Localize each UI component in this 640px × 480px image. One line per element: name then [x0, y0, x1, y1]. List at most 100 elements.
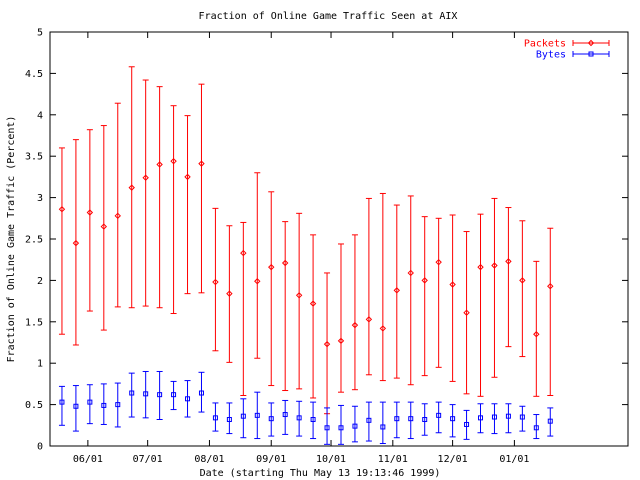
x-axis-label: Date (starting Thu May 13 19:13:46 1999) [200, 468, 441, 479]
bytes-point [170, 380, 177, 411]
plot-area [58, 66, 554, 445]
packets-marker [100, 223, 108, 230]
bytes-marker [352, 423, 358, 429]
bytes-point [463, 409, 470, 440]
x-tick-label: 08/01 [194, 454, 224, 465]
bytes-marker [198, 390, 204, 396]
packets-marker [212, 278, 219, 286]
bytes-marker [408, 416, 414, 422]
bytes-marker [101, 402, 107, 408]
packets-marker [435, 258, 442, 266]
y-tick-label: 1 [37, 359, 43, 370]
x-tick-label: 01/01 [499, 454, 529, 465]
packets-marker [533, 331, 540, 338]
bytes-marker [282, 412, 288, 418]
packets-marker [323, 340, 331, 348]
series-packets [58, 66, 554, 415]
packets-point [351, 234, 359, 391]
packets-marker [114, 212, 121, 220]
bytes-marker [129, 390, 135, 396]
packets-marker [463, 309, 470, 316]
chart-title: Fraction of Online Game Traffic Seen at … [199, 11, 458, 22]
plot-frame [49, 31, 629, 447]
bytes-marker [394, 416, 400, 422]
packets-marker [72, 239, 80, 247]
packets-point [435, 217, 442, 368]
packets-marker [198, 160, 205, 167]
bytes-marker [366, 417, 372, 423]
packets-point [114, 102, 121, 308]
packets-point [212, 207, 219, 352]
bytes-point [324, 407, 331, 445]
bytes-point [254, 391, 261, 440]
packets-marker [86, 209, 94, 216]
packets-point [295, 212, 303, 390]
bytes-point [142, 370, 149, 419]
y-tick-label: 1.5 [25, 317, 43, 328]
packets-marker [505, 258, 512, 265]
packets-point [226, 225, 233, 363]
bytes-point [519, 405, 526, 432]
y-tick-label: 3 [37, 193, 43, 204]
packets-point [421, 216, 428, 377]
packets-point [72, 139, 80, 346]
packets-point [268, 191, 275, 387]
packets-marker [365, 316, 373, 323]
legend-entry-packets: Packets [524, 39, 610, 50]
packets-point [547, 227, 554, 396]
packets-point [86, 129, 94, 312]
packets-marker [142, 174, 149, 181]
bytes-point [86, 384, 93, 425]
x-tick-label: 12/01 [438, 454, 468, 465]
bytes-marker [115, 402, 121, 408]
packets-point [477, 213, 484, 397]
packets-point [156, 86, 163, 309]
bytes-point [365, 401, 372, 442]
y-tick-label: 2 [37, 276, 43, 287]
packets-marker [393, 287, 401, 294]
bytes-point [100, 383, 107, 425]
bytes-point [156, 370, 163, 421]
packets-marker [491, 262, 498, 269]
bytes-marker [547, 418, 553, 424]
bytes-marker [296, 415, 302, 421]
y-tick-label: 4 [37, 110, 43, 121]
y-axis-label: Fraction of Online Game Traffic (Percent… [6, 116, 17, 363]
packets-point [323, 272, 331, 415]
bytes-marker [240, 413, 246, 419]
bytes-marker [505, 413, 511, 419]
packets-point [309, 234, 317, 399]
bytes-marker [436, 412, 442, 418]
packets-point [254, 172, 261, 359]
bytes-marker [226, 417, 232, 423]
bytes-marker [533, 425, 539, 431]
y-tick-label: 0.5 [25, 400, 43, 411]
legend-marker [587, 39, 595, 47]
packets-point [128, 66, 135, 309]
x-tick-label: 10/01 [316, 454, 346, 465]
bytes-marker [157, 392, 163, 398]
bytes-point [477, 403, 484, 434]
x-axis: 06/01 07/01 08/01 09/01 10/01 11/01 12/01 01/01 [73, 32, 529, 465]
bytes-point [547, 407, 554, 437]
packets-marker [156, 161, 163, 168]
bytes-point [407, 401, 414, 440]
packets-marker [58, 205, 66, 213]
bytes-point [310, 401, 317, 440]
bytes-marker [185, 396, 191, 402]
y-axis: 0 0.5 1 1.5 2 2.5 3 3.5 4 4.5 5 [25, 28, 628, 453]
packets-marker [407, 269, 414, 277]
bytes-point [393, 401, 400, 439]
bytes-marker [143, 391, 149, 397]
bytes-point [72, 385, 79, 432]
packets-point [198, 83, 205, 294]
legend-marker [588, 51, 594, 57]
bytes-marker [171, 392, 177, 398]
bytes-marker [519, 414, 525, 420]
packets-point [533, 260, 540, 397]
bytes-marker [450, 416, 456, 422]
bytes-marker [380, 424, 386, 430]
bytes-point [296, 400, 303, 437]
x-tick-label: 07/01 [133, 454, 163, 465]
